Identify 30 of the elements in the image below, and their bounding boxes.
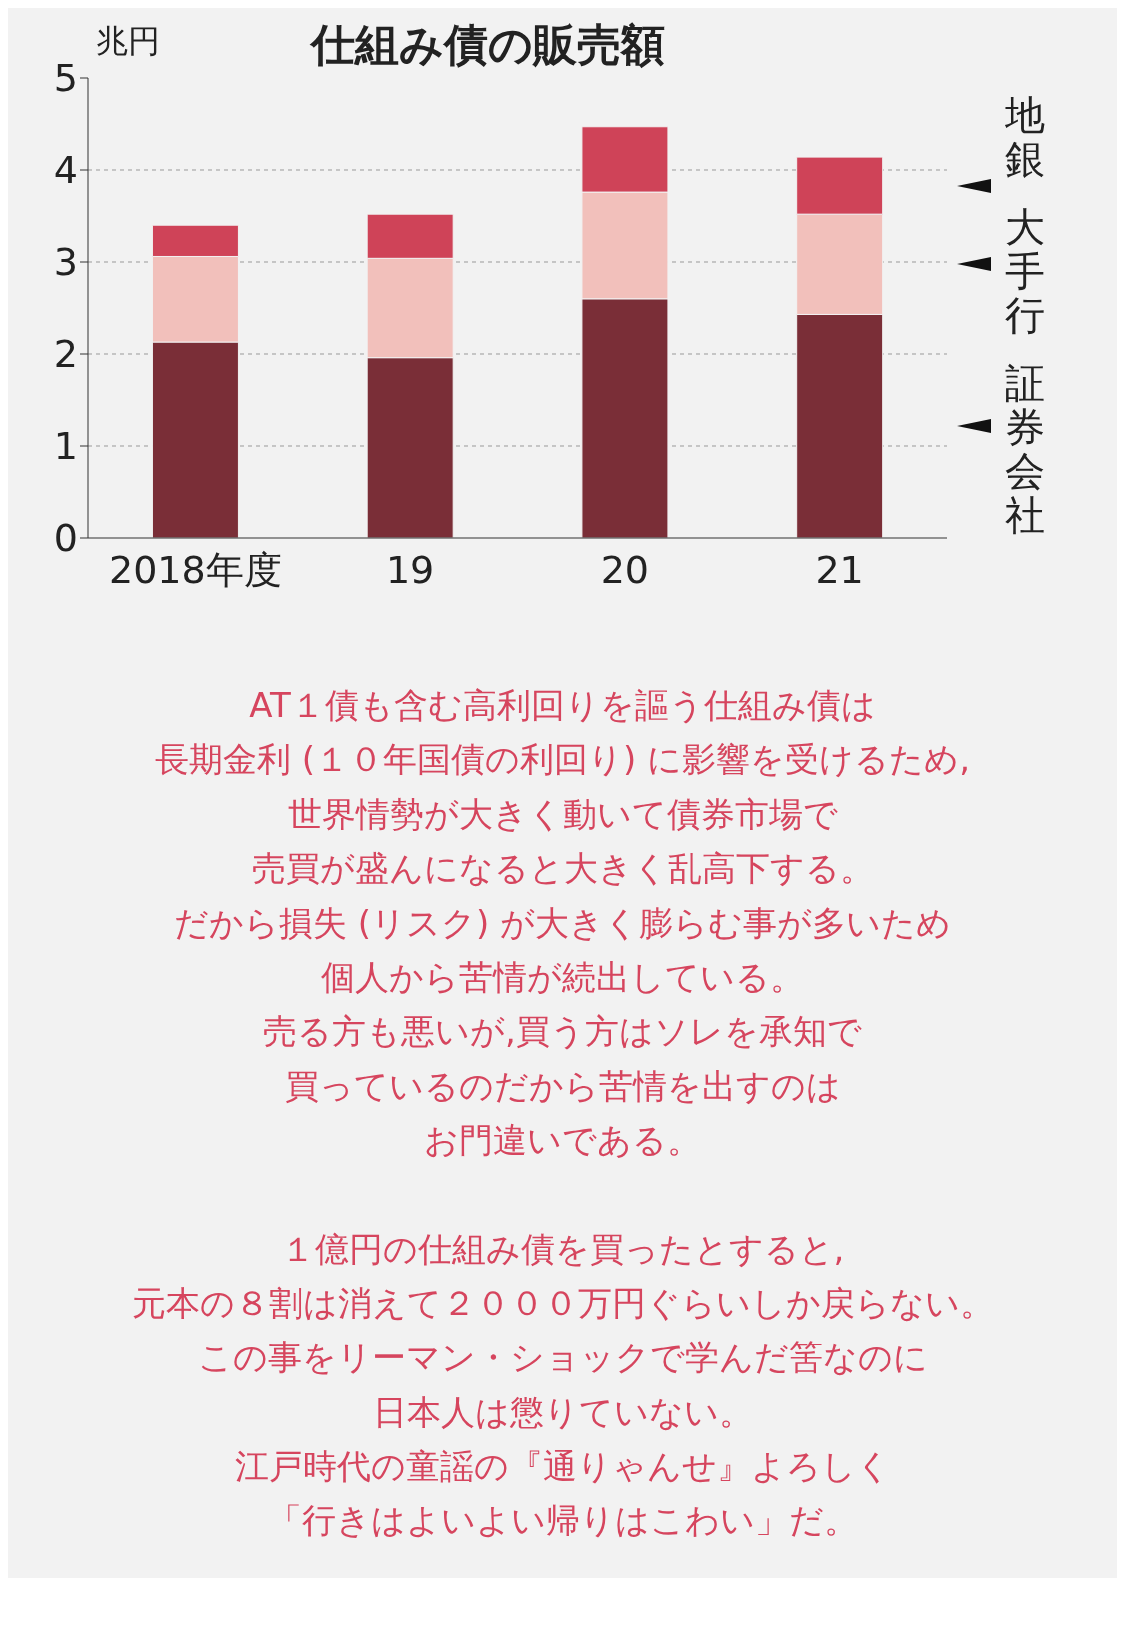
text: 世界情勢が大きく動いて債券市場で (286, 792, 839, 836)
text: 江戸時代の童謡の『通りゃんせ』よろしく (233, 1445, 892, 1489)
x-tick-label: 20 (600, 547, 650, 592)
y-tick-label: 2 (53, 332, 78, 377)
text: 大手行 (1005, 204, 1045, 338)
text: 長期金利 (１０年国債の利回り) に影響を受けるため, (154, 738, 971, 782)
text: 元本の８割は消えて２０００万円ぐらいしか戻らない。 (130, 1281, 995, 1325)
text: 日本人は懲りていない。 (371, 1390, 754, 1434)
text: 売る方も悪いが,買う方はソレを承知で (262, 1010, 863, 1054)
y-tick-label: 3 (53, 240, 78, 285)
text: 「行きはよいよい帰りはこわい」だ。 (266, 1499, 859, 1543)
text: １億円の仕組み債を買ったとすると, (279, 1227, 846, 1271)
x-tick-label: 2018年度 (109, 547, 282, 592)
text: 売買が盛んになると大きく乱高下する。 (250, 847, 875, 891)
text: 個人から苦情が続出している。 (320, 955, 805, 999)
y-tick-label: 1 (53, 424, 78, 469)
y-tick-label: 0 (53, 516, 78, 561)
text: お門違いである。 (423, 1119, 702, 1163)
text: 証券会社 (1005, 360, 1045, 538)
text: 買っているのだから苦情を出すのは (283, 1064, 842, 1108)
y-tick-label: 5 (53, 56, 78, 101)
x-tick-label: 19 (385, 547, 435, 592)
x-tick-label: 21 (815, 547, 864, 592)
y-tick-label: 4 (53, 148, 78, 193)
text: だから損失 (リスク) が大きく膨らむ事が多いため (172, 901, 953, 945)
text: AT１債も含む高利回りを謳う仕組み債は (248, 684, 877, 727)
y-axis-title: 兆円 (96, 21, 160, 62)
text: この事をリーマン・ショックで学んだ筈なのに (196, 1336, 929, 1380)
text: 地銀 (1005, 92, 1045, 182)
chart-title: 仕組み債の販売額 (310, 19, 665, 70)
